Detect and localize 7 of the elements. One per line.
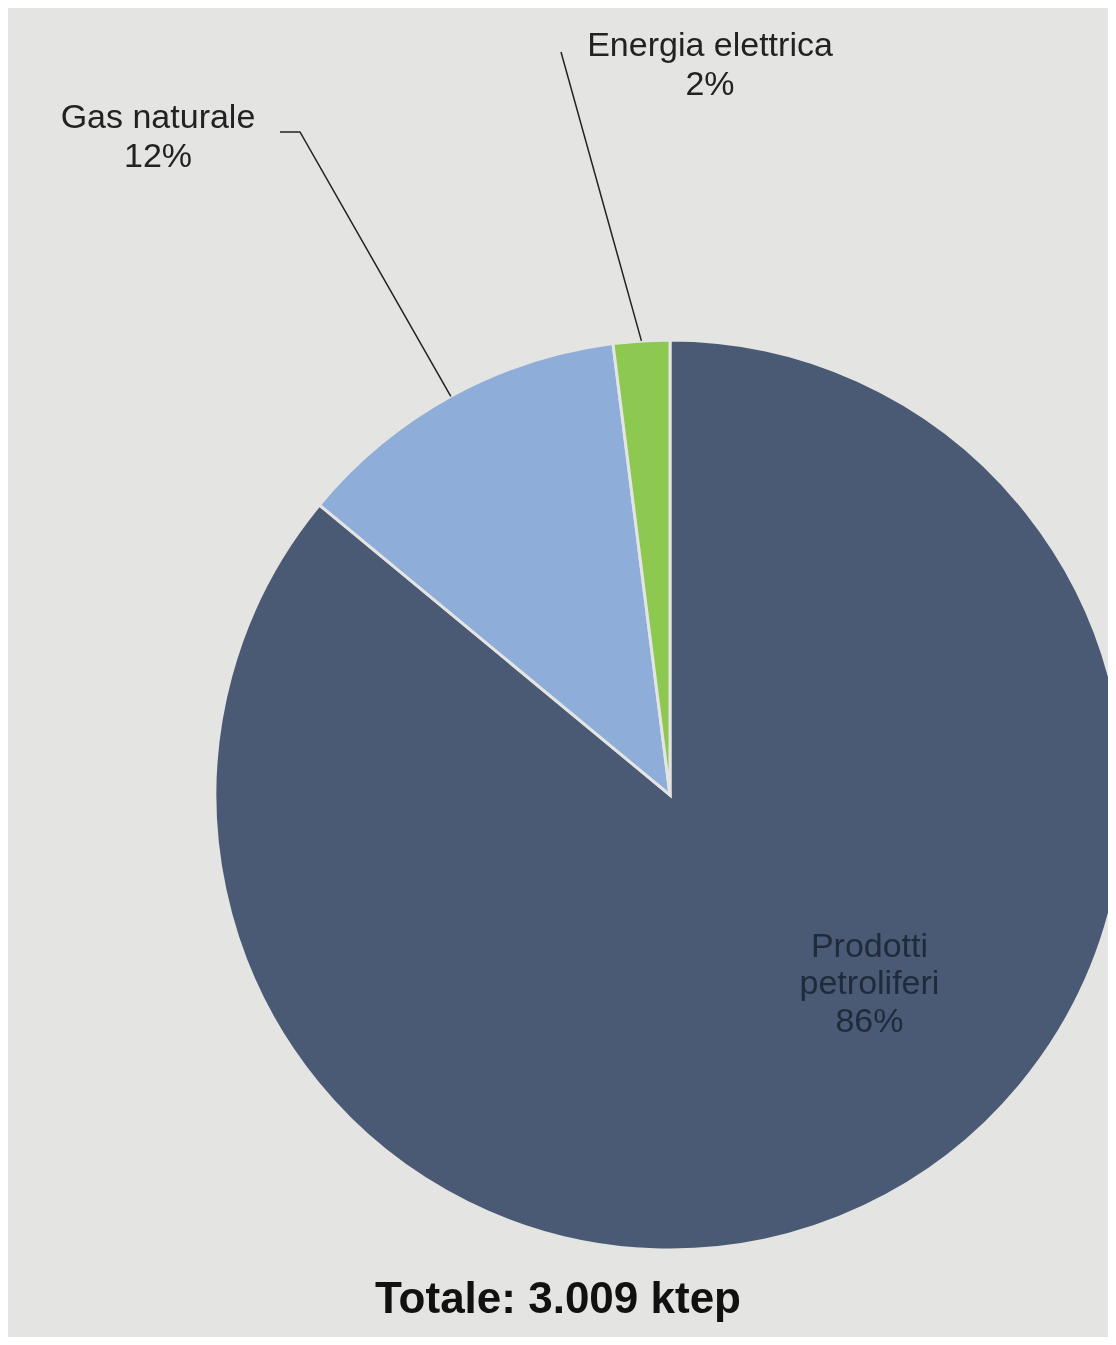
slice-label: Energia elettrica: [587, 25, 833, 63]
slice-label: Prodotti petroliferi: [799, 926, 940, 1002]
data-label: 86%: [835, 1000, 904, 1039]
text: Totale: 3.009 ktep: [374, 1273, 742, 1323]
slice-label: Gas naturale: [60, 97, 256, 135]
data-label: 2%: [685, 64, 735, 103]
data-label: 12%: [123, 136, 193, 175]
